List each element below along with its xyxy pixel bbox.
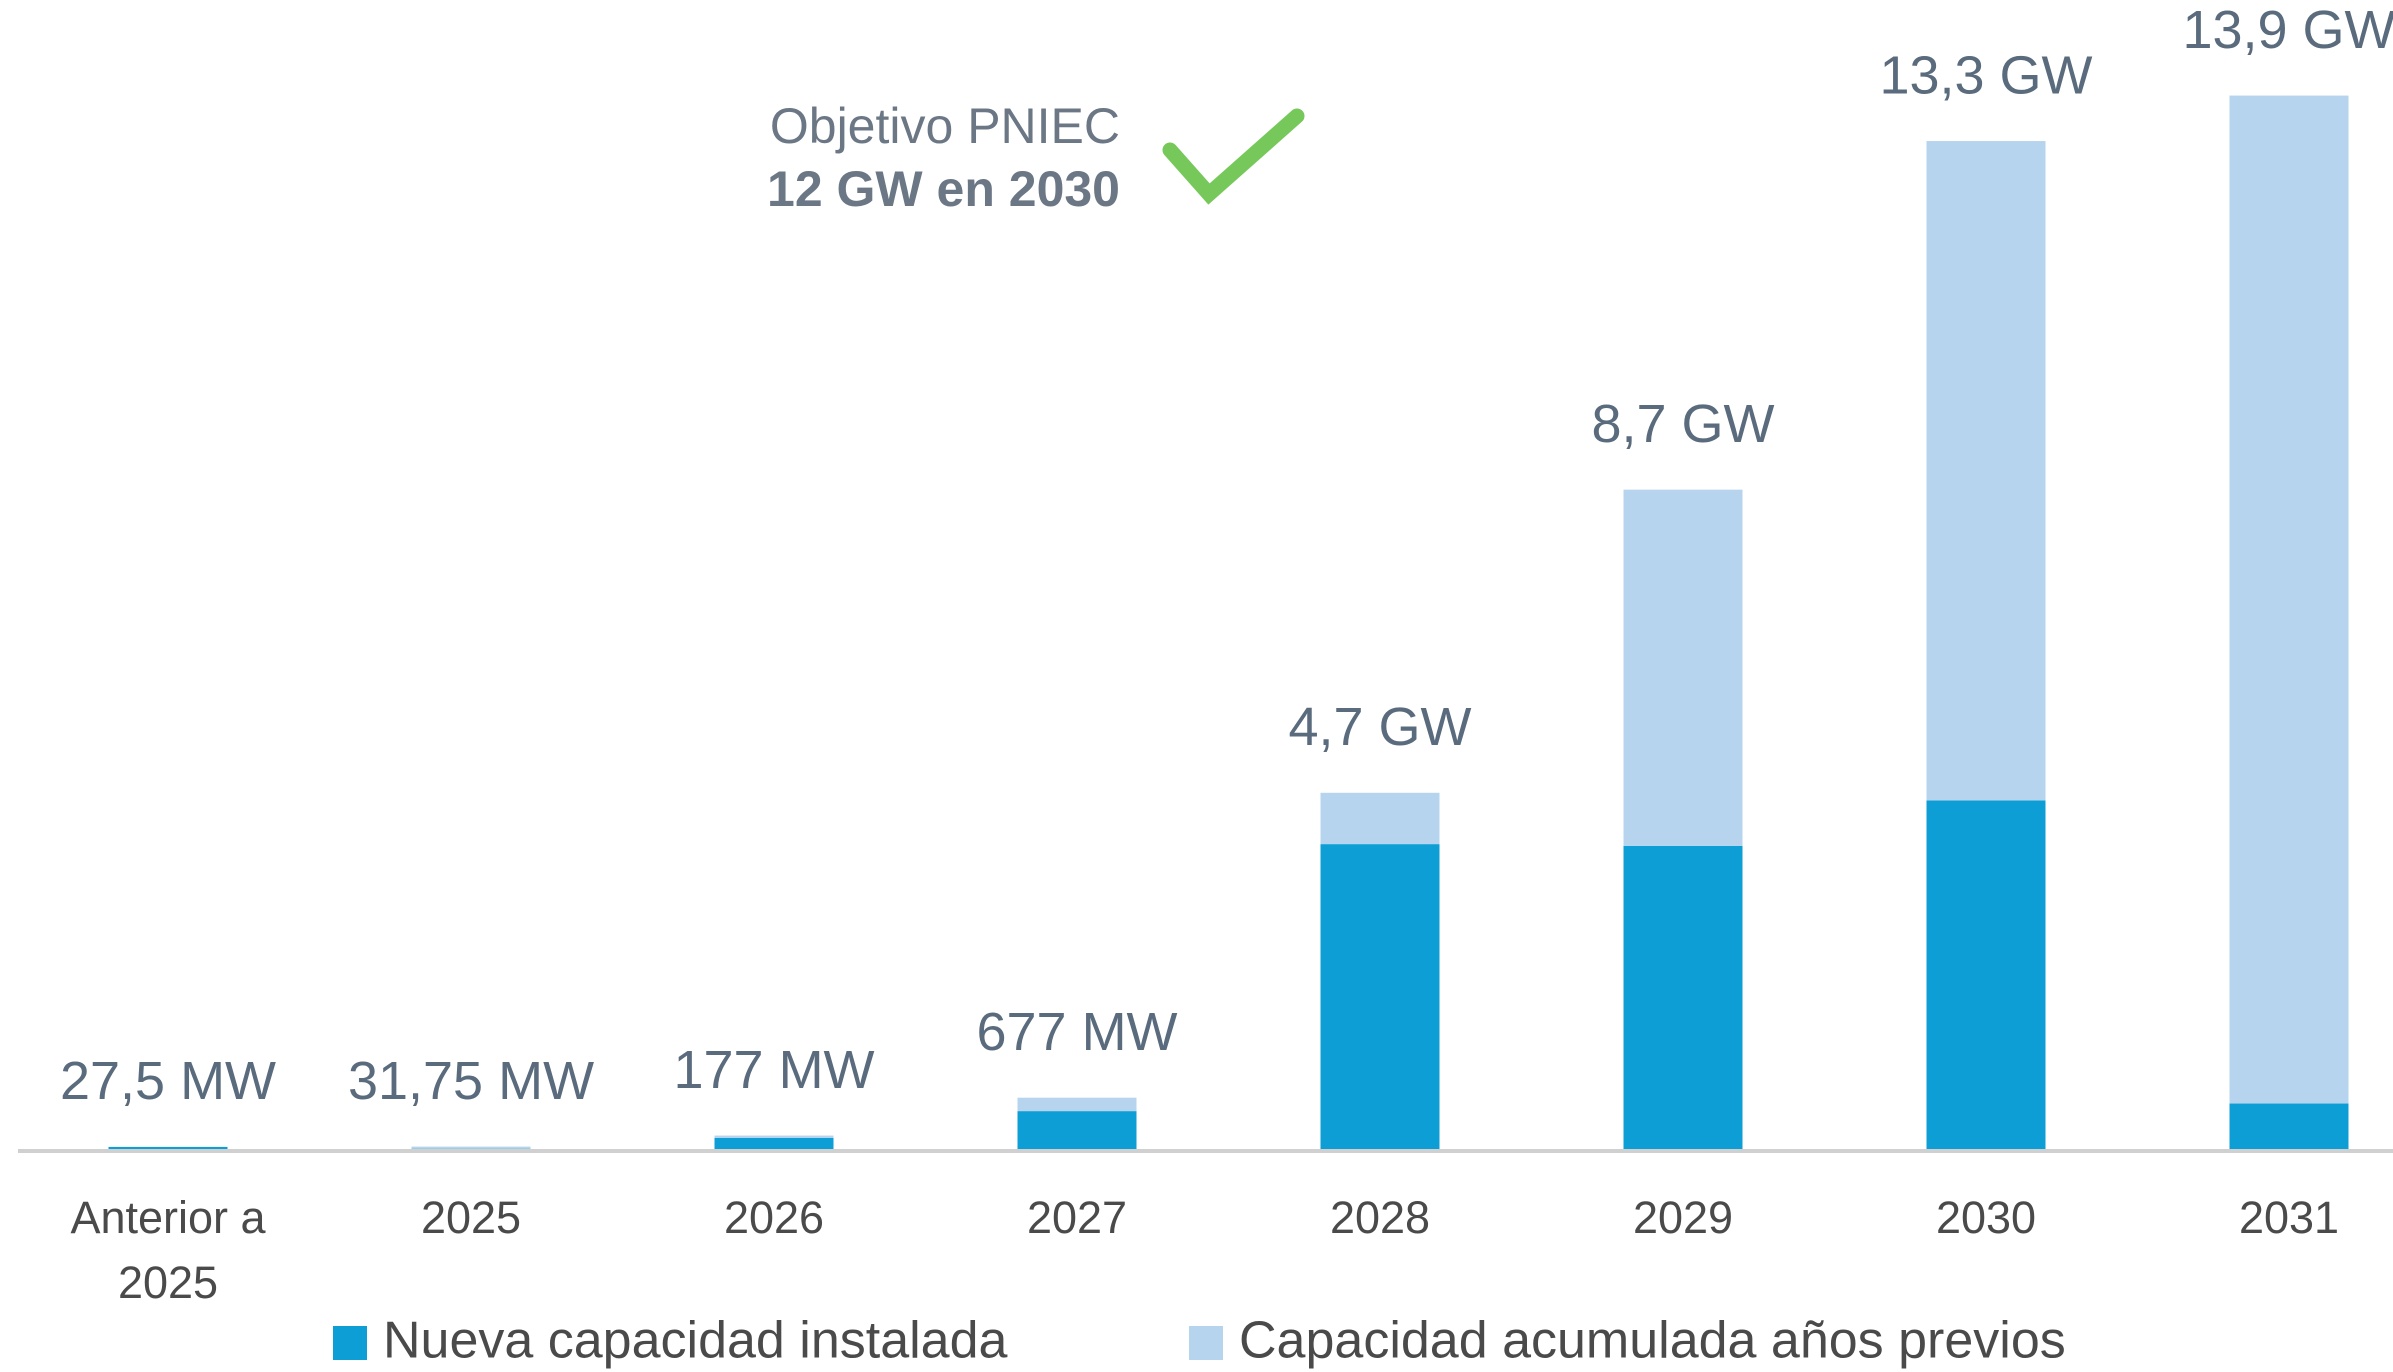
bar-segment [1320, 844, 1440, 1149]
x-tick-label: 2025 [421, 1192, 521, 1243]
annotation-line1: Objetivo PNIEC [770, 98, 1120, 154]
bar-segment [1320, 792, 1440, 845]
bar-segment [1623, 845, 1743, 1149]
bar-segment [2229, 1103, 2349, 1149]
value-label: 4,7 GW [1288, 697, 1471, 757]
x-tick-label: 2029 [1633, 1192, 1733, 1243]
value-label: 13,9 GW [2182, 0, 2393, 60]
bar-segment [1623, 489, 1743, 846]
checkmark [1162, 108, 1305, 205]
bar-segment [1926, 800, 2046, 1149]
legend-swatch [333, 1326, 367, 1360]
annotation-line2: 12 GW en 2030 [767, 161, 1120, 217]
bar-segment [1926, 141, 2046, 801]
x-tick-label: Anterior a 2025 [70, 1192, 266, 1308]
x-tick-label: 2026 [724, 1192, 824, 1243]
bar-segment [1017, 1111, 1137, 1149]
x-tick-label: 2028 [1330, 1192, 1430, 1243]
value-label: 31,75 MW [348, 1051, 594, 1111]
bar-segment [411, 1146, 531, 1149]
value-label: 677 MW [976, 1002, 1177, 1062]
bar-segment [1017, 1097, 1137, 1112]
legend-label: Capacidad acumulada años previos [1239, 1312, 2066, 1370]
x-tick-label: 2030 [1936, 1192, 2036, 1243]
bar-segment [108, 1146, 228, 1149]
legend-swatch [1189, 1326, 1223, 1360]
bar-segment [714, 1135, 834, 1138]
value-label: 13,3 GW [1879, 45, 2092, 105]
value-label: 8,7 GW [1591, 394, 1774, 454]
bar-segment [714, 1137, 834, 1149]
legend-label: Nueva capacidad instalada [383, 1312, 1008, 1370]
value-label: 177 MW [673, 1040, 874, 1100]
x-tick-label: 2027 [1027, 1192, 1127, 1243]
bar-segment [2229, 95, 2349, 1104]
value-label: 27,5 MW [60, 1051, 276, 1111]
x-tick-label: 2031 [2239, 1192, 2339, 1243]
